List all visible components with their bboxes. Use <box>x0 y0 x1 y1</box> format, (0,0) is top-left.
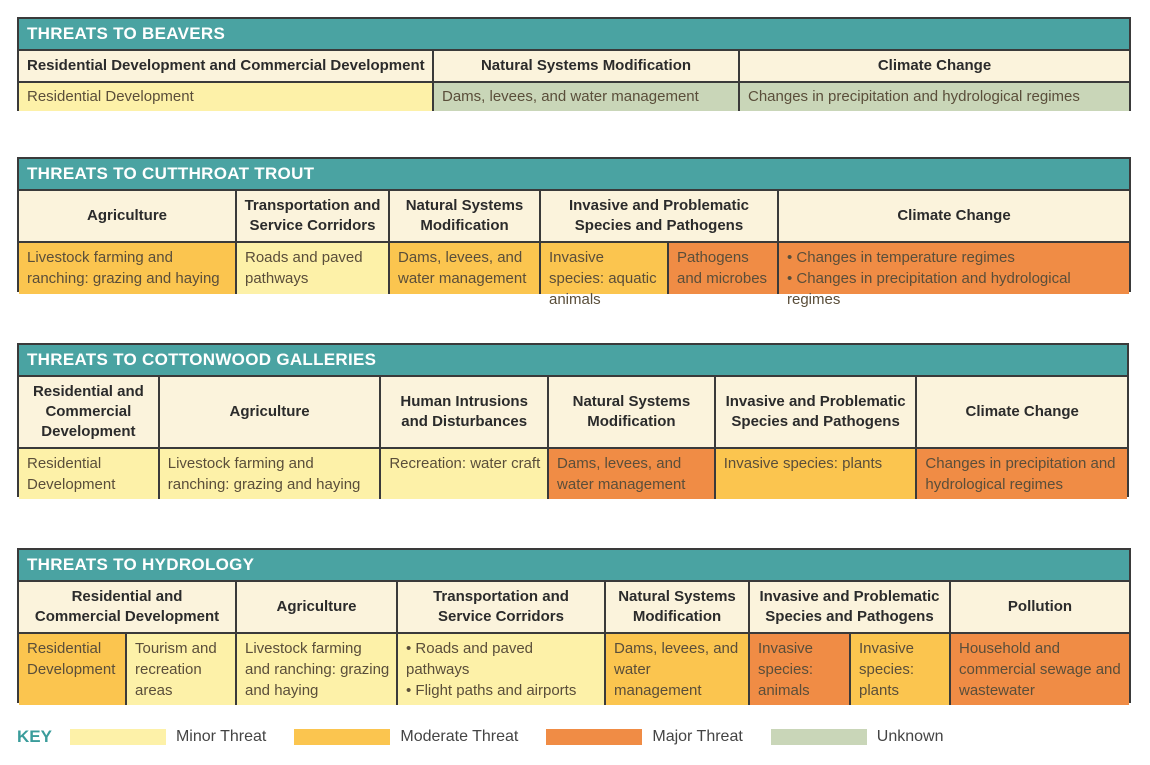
threat-cell: Dams, levees, and water management <box>432 83 738 111</box>
column-header: Transportation and Service Corridors <box>235 191 388 241</box>
cottonwood-threat-table: THREATS TO COTTONWOOD GALLERIES Resident… <box>17 343 1129 499</box>
minor-threat-swatch <box>69 729 166 745</box>
key-label: Minor Threat <box>175 728 267 745</box>
threat-cell: Livestock farming and ranching: grazing … <box>235 634 396 705</box>
column-header: Agriculture <box>235 582 396 632</box>
key-label: Major Threat <box>652 728 743 745</box>
table-title: THREATS TO BEAVERS <box>19 19 1129 51</box>
threat-cell: Invasive species: plants <box>713 449 916 499</box>
threat-cell: Livestock farming and ranching: grazing … <box>19 243 235 294</box>
major-threat-swatch <box>546 729 643 745</box>
threat-cell: Livestock farming and ranching: grazing … <box>157 449 380 499</box>
threat-cell: Household and commercial sewage and wast… <box>949 634 1129 705</box>
column-header: Invasive and Problematic Species and Pat… <box>713 377 916 447</box>
column-header: Invasive and Problematic Species and Pat… <box>539 191 777 241</box>
threat-cell: Residential Development <box>19 83 432 111</box>
column-header: Natural Systems Modification <box>432 51 738 81</box>
column-header: Climate Change <box>738 51 1129 81</box>
bullet-item: • Roads and paved pathways <box>406 640 534 678</box>
threat-cell: Invasive species: plants <box>849 634 949 705</box>
bullet-item: • Flight paths and airports <box>406 682 577 699</box>
column-header: Agriculture <box>19 191 235 241</box>
table-title: THREATS TO COTTONWOOD GALLERIES <box>19 345 1127 377</box>
bullet-item: • Changes in precipitation and hydrologi… <box>787 270 1071 308</box>
column-header: Human Intrusions and Disturbances <box>379 377 548 447</box>
trout-threat-table: THREATS TO CUTTHROAT TROUT Agriculture T… <box>17 157 1131 308</box>
moderate-threat-swatch <box>294 729 391 745</box>
threat-cell: Changes in precipitation and hydrologica… <box>915 449 1127 499</box>
threat-cell: Changes in precipitation and hydrologica… <box>738 83 1129 111</box>
column-header: Natural Systems Modification <box>388 191 539 241</box>
column-header: Natural Systems Modification <box>604 582 748 632</box>
column-header: Climate Change <box>777 191 1129 241</box>
threat-cell: Residential Development <box>19 634 125 705</box>
threat-cell: Roads and paved pathways <box>235 243 388 294</box>
key-label: Moderate Threat <box>400 728 519 745</box>
unknown-swatch <box>770 729 867 745</box>
column-header: Climate Change <box>915 377 1128 447</box>
hydrology-threat-table: THREATS TO HYDROLOGY Residential and Com… <box>17 548 1131 705</box>
column-header: Transportation and Service Corridors <box>396 582 604 632</box>
key-title: KEY <box>17 727 52 746</box>
threat-cell: Dams, levees, and water management <box>388 243 539 294</box>
legend-key: KEY Minor Threat Moderate Threat Major T… <box>17 724 971 750</box>
table-title: THREATS TO CUTTHROAT TROUT <box>19 159 1129 191</box>
column-header: Natural Systems Modification <box>547 377 714 447</box>
threat-cell: Recreation: water craft <box>379 449 548 499</box>
key-label: Unknown <box>876 728 944 745</box>
column-header: Agriculture <box>157 377 380 447</box>
bullet-item: • Changes in temperature regimes <box>787 249 1015 266</box>
threat-cell: • Roads and paved pathways • Flight path… <box>396 634 604 705</box>
column-header: Pollution <box>949 582 1129 632</box>
column-header: Residential and Commercial Development <box>19 582 235 632</box>
table-title: THREATS TO HYDROLOGY <box>19 550 1129 582</box>
threat-cell: Dams, levees, and water management <box>547 449 714 499</box>
threat-cell: • Changes in temperature regimes • Chang… <box>777 243 1129 308</box>
column-header: Residential Development and Commercial D… <box>19 51 432 81</box>
threat-cell: Residential Development <box>19 449 158 499</box>
threat-cell: Pathogens and microbes <box>667 243 777 294</box>
column-header: Invasive and Problematic Species and Pat… <box>748 582 949 632</box>
threat-cell: Tourism and recreation areas <box>125 634 235 705</box>
threat-cell: Dams, levees, and water management <box>604 634 748 705</box>
threat-cell: Invasive species: aquatic animals <box>539 243 667 308</box>
column-header: Residential and Commercial Development <box>19 377 158 447</box>
beavers-threat-table: THREATS TO BEAVERS Residential Developme… <box>17 17 1131 111</box>
threat-cell: Invasive species: animals <box>748 634 849 705</box>
